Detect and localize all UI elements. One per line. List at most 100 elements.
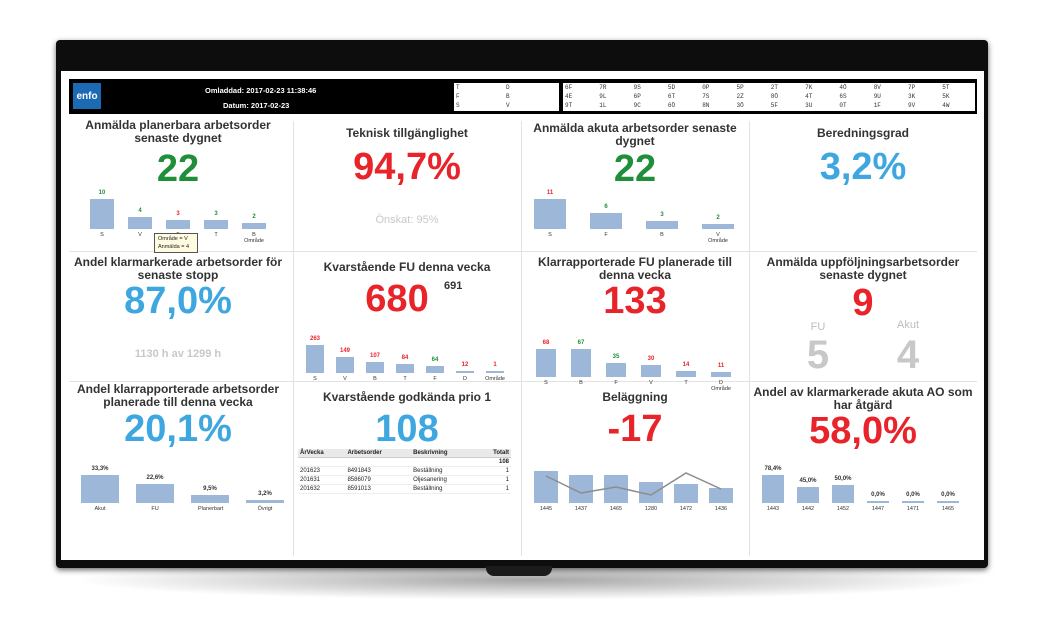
chart-bar[interactable]	[204, 220, 228, 229]
grid-cell: 6P	[633, 93, 641, 100]
chart-bar[interactable]	[136, 483, 174, 503]
chart-bar[interactable]	[762, 475, 784, 503]
chart-bar[interactable]	[702, 223, 734, 229]
col-header[interactable]: Totalt	[476, 449, 511, 458]
chart-bar[interactable]	[336, 357, 354, 373]
tile-urgent-orders[interactable]: Anmälda akuta arbetsorder senaste dygnet…	[522, 119, 748, 249]
chart-bar[interactable]	[426, 366, 444, 373]
grid-cell: S	[456, 102, 460, 109]
bar-value-label: 68	[542, 340, 550, 346]
grid-cell: 3Ö	[736, 102, 744, 109]
chart-bar[interactable]	[711, 372, 731, 377]
chart-bar[interactable]	[902, 501, 924, 503]
bar-value-label: 3	[176, 211, 180, 217]
chart-bar[interactable]	[571, 349, 591, 377]
kpi-value: 9	[852, 282, 874, 324]
tile-reported-planned[interactable]: Andel klarrapporterade arbetsorder plane…	[65, 383, 291, 513]
table-row[interactable]: 201623 8491843 Beställning 1	[298, 466, 511, 476]
col-header[interactable]: Arbetsorder	[345, 449, 412, 458]
chart-bar[interactable]	[366, 361, 384, 373]
bar-category-label: V	[343, 376, 347, 382]
grid-cell: B	[506, 93, 510, 100]
bar-category-label: T	[684, 380, 688, 386]
chart-bar[interactable]	[534, 199, 566, 229]
tile-title: Anmälda uppföljningsarbetsorder senaste …	[766, 255, 960, 282]
col-header[interactable]: Beskrivning	[411, 449, 477, 458]
chart-bar[interactable]	[590, 212, 622, 229]
bar-value-label: 149	[339, 348, 350, 355]
tile-urgent-with-action[interactable]: Andel av klarmarkerade akuta AO som har …	[750, 383, 976, 513]
kpi-secondary-value: 691	[444, 280, 463, 292]
kpi-value: 22	[613, 148, 657, 190]
bar-category-label: 1471	[906, 506, 920, 512]
kpi-value: -17	[607, 408, 663, 450]
chart-bar[interactable]	[937, 501, 959, 503]
bar-category-label: T	[403, 376, 407, 382]
chart-bar[interactable]	[709, 487, 733, 503]
chart-bar[interactable]	[832, 485, 854, 503]
tile-followup-orders[interactable]: Anmälda uppföljningsarbetsorder senaste …	[750, 253, 976, 383]
chart-bar[interactable]	[641, 364, 661, 377]
col-header[interactable]: ÅrVecka	[298, 449, 346, 458]
enfo-logo: enfo	[73, 83, 101, 109]
kpi-value: 20,1%	[124, 408, 232, 450]
chart-bar[interactable]	[797, 486, 819, 503]
tile-closed-last-stop[interactable]: Andel klarmarkerade arbetsorder för sena…	[65, 253, 291, 383]
chart-bar[interactable]	[306, 345, 324, 373]
cell: Beställning	[411, 466, 477, 476]
bar-category-label: FU	[151, 506, 159, 512]
tile-planned-orders[interactable]: Anmälda planerbara arbetsorder senaste d…	[65, 119, 291, 249]
chart-bar[interactable]	[396, 364, 414, 373]
chart-bar[interactable]	[536, 349, 556, 377]
cell: 201632	[298, 484, 346, 494]
tile-preparation-rate[interactable]: Beredningsgrad 3,2%	[750, 119, 976, 249]
tile-prio1[interactable]: Kvarstående godkända prio 1 108	[294, 383, 520, 513]
bar-category-label: S	[544, 380, 548, 386]
bar-value-label: 45,0%	[799, 477, 817, 484]
bar-category-label: D	[463, 376, 467, 382]
tile-title: Klarrapporterade FU planerade till denna…	[537, 255, 733, 282]
chart-bar[interactable]	[676, 371, 696, 377]
bar-category-label: Akut	[94, 506, 106, 512]
chart-bar[interactable]	[128, 217, 152, 229]
bar-value-label: 2	[716, 214, 720, 221]
cell: 1	[476, 484, 511, 494]
chart-bar[interactable]	[674, 484, 698, 503]
table-row[interactable]: 201632 8591013 Beställning 1	[298, 484, 511, 494]
tile-reported-fu[interactable]: Klarrapporterade FU planerade till denna…	[522, 253, 748, 392]
cell: Oljesanering	[411, 475, 477, 485]
bar-category-label: B	[660, 232, 664, 238]
bar-value-label: 3,2%	[258, 491, 272, 498]
chart-bar[interactable]	[90, 199, 114, 229]
chart-bar[interactable]	[191, 495, 229, 503]
grid-cell: 5K	[942, 93, 950, 100]
kpi-value: 22	[156, 148, 200, 190]
chart-bar[interactable]	[606, 362, 626, 377]
chart-bar[interactable]	[166, 220, 190, 229]
tile-occupancy[interactable]: Beläggning -17 1445 1437 1465 1280 1472 1436	[522, 383, 748, 513]
tile-remaining-fu[interactable]: Kvarstående FU denna vecka 680 691 263 S 1…	[294, 253, 520, 383]
chart-bar[interactable]	[246, 500, 284, 503]
chart-bar[interactable]	[646, 220, 678, 229]
chart-bar[interactable]	[81, 475, 119, 503]
bar-value-label: 10	[98, 190, 106, 196]
bar-value-label: 22,6%	[146, 474, 164, 481]
bar-category-label: 1437	[574, 506, 588, 512]
grid-cell: 2T	[770, 84, 778, 91]
prio1-table: ÅrVecka Arbetsorder Beskrivning Totalt 1…	[298, 449, 511, 494]
chart-bar[interactable]	[456, 371, 474, 373]
grid-cell: T	[456, 84, 460, 91]
kpi-value: 58,0%	[809, 410, 917, 452]
chart-bar[interactable]	[242, 223, 266, 229]
divider	[749, 121, 750, 556]
trend-line-chart	[545, 472, 722, 496]
kpi-value: 133	[603, 280, 667, 322]
chart-bar[interactable]	[639, 482, 663, 503]
table-row[interactable]: 201631 8586079 Oljesanering 1	[298, 475, 511, 485]
divider	[69, 381, 977, 382]
cell: Beställning	[411, 484, 477, 494]
tile-technical-availability[interactable]: Teknisk tillgänglighet 94,7% Önskat: 95%	[294, 119, 520, 249]
chart-bar[interactable]	[486, 371, 504, 373]
chart-bar[interactable]	[867, 501, 889, 503]
grid-cell: 6Ö	[667, 102, 676, 109]
